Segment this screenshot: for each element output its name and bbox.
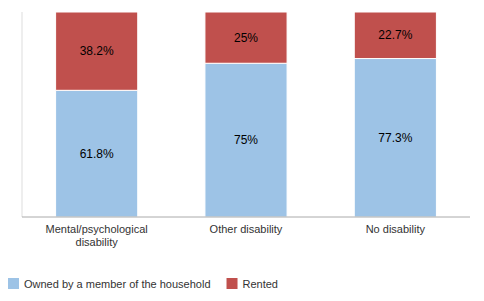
data-label: 61.8% bbox=[80, 147, 114, 161]
bar-segment bbox=[354, 59, 436, 217]
x-tick-label: No disability bbox=[366, 223, 426, 235]
data-label: 75% bbox=[234, 133, 258, 147]
data-labels: 61.8% 38.2% 75% 25% 77.3% 22.7% bbox=[80, 28, 413, 160]
data-label: 22.7% bbox=[378, 28, 412, 42]
legend-label: Owned by a member of the household bbox=[24, 278, 211, 290]
bar-segment bbox=[205, 12, 287, 63]
chart-svg: 61.8% 38.2% 75% 25% 77.3% 22.7% Mental/psychol… bbox=[0, 0, 484, 301]
y-axis-line bbox=[22, 12, 23, 217]
data-label: 38.2% bbox=[80, 44, 114, 58]
legend-swatch bbox=[227, 278, 238, 289]
x-axis-line bbox=[22, 217, 470, 218]
bar-segment bbox=[354, 12, 436, 59]
bars bbox=[56, 12, 437, 217]
x-tick-label: Mental/psychologicaldisability bbox=[46, 223, 148, 248]
data-label: 25% bbox=[234, 31, 258, 45]
legend-label: Rented bbox=[243, 278, 278, 290]
legend: Owned by a member of the household Rented bbox=[8, 278, 278, 290]
x-tick-label: Other disability bbox=[210, 223, 283, 235]
legend-swatch bbox=[8, 278, 19, 289]
chart-container: 61.8% 38.2% 75% 25% 77.3% 22.7% Mental/psychol… bbox=[0, 0, 484, 301]
data-label: 77.3% bbox=[378, 131, 412, 145]
bar-segment bbox=[205, 63, 287, 217]
bar-segment bbox=[56, 90, 138, 217]
bar-segment bbox=[56, 12, 138, 90]
